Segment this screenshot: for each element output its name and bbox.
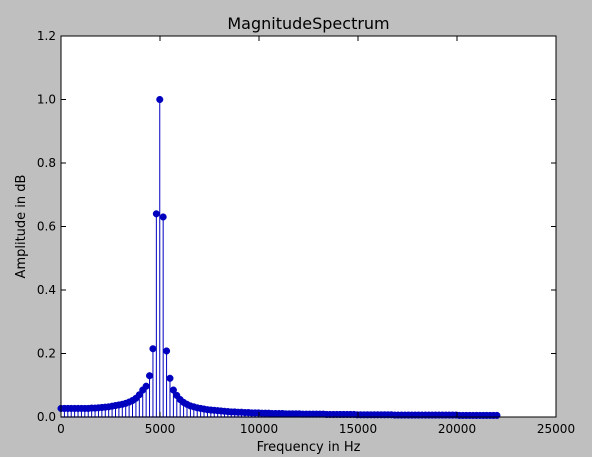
x-tick-label: 0 (57, 422, 65, 436)
stem-marker (149, 345, 157, 353)
stem-marker (163, 347, 171, 355)
stem-marker (493, 411, 501, 419)
y-tick-label: 0.2 (37, 347, 56, 361)
stem-marker (166, 374, 174, 382)
x-tick-label: 25000 (537, 422, 575, 436)
y-axis-label: Amplitude in dB (14, 175, 29, 279)
stem-marker (169, 386, 177, 394)
x-tick-label: 20000 (438, 422, 476, 436)
stem-marker (159, 213, 167, 221)
stem-marker (152, 210, 160, 218)
x-axis-label: Frequency in Hz (257, 440, 361, 455)
y-tick-label: 0.6 (37, 220, 56, 234)
stem-marker (145, 372, 154, 380)
y-tick-label: 1.0 (37, 93, 56, 107)
stem-marker (142, 382, 150, 390)
chart-title: MagnitudeSpectrum (227, 14, 389, 33)
x-tick-label: 15000 (339, 422, 377, 436)
stem-marker (156, 95, 164, 104)
y-tick-label: 0.4 (37, 283, 56, 297)
axes: 0 5000 10000 15000 20000 25000 0.0 0.2 0.4 0.6 0.8… (37, 29, 575, 436)
x-tick-label: 10000 (240, 422, 278, 436)
y-tick-label: 0.8 (37, 156, 56, 170)
x-tick-label: 5000 (145, 422, 176, 436)
y-tick-label: 0.0 (37, 410, 56, 424)
plot-area (61, 36, 556, 417)
y-tick-label: 1.2 (37, 29, 56, 43)
